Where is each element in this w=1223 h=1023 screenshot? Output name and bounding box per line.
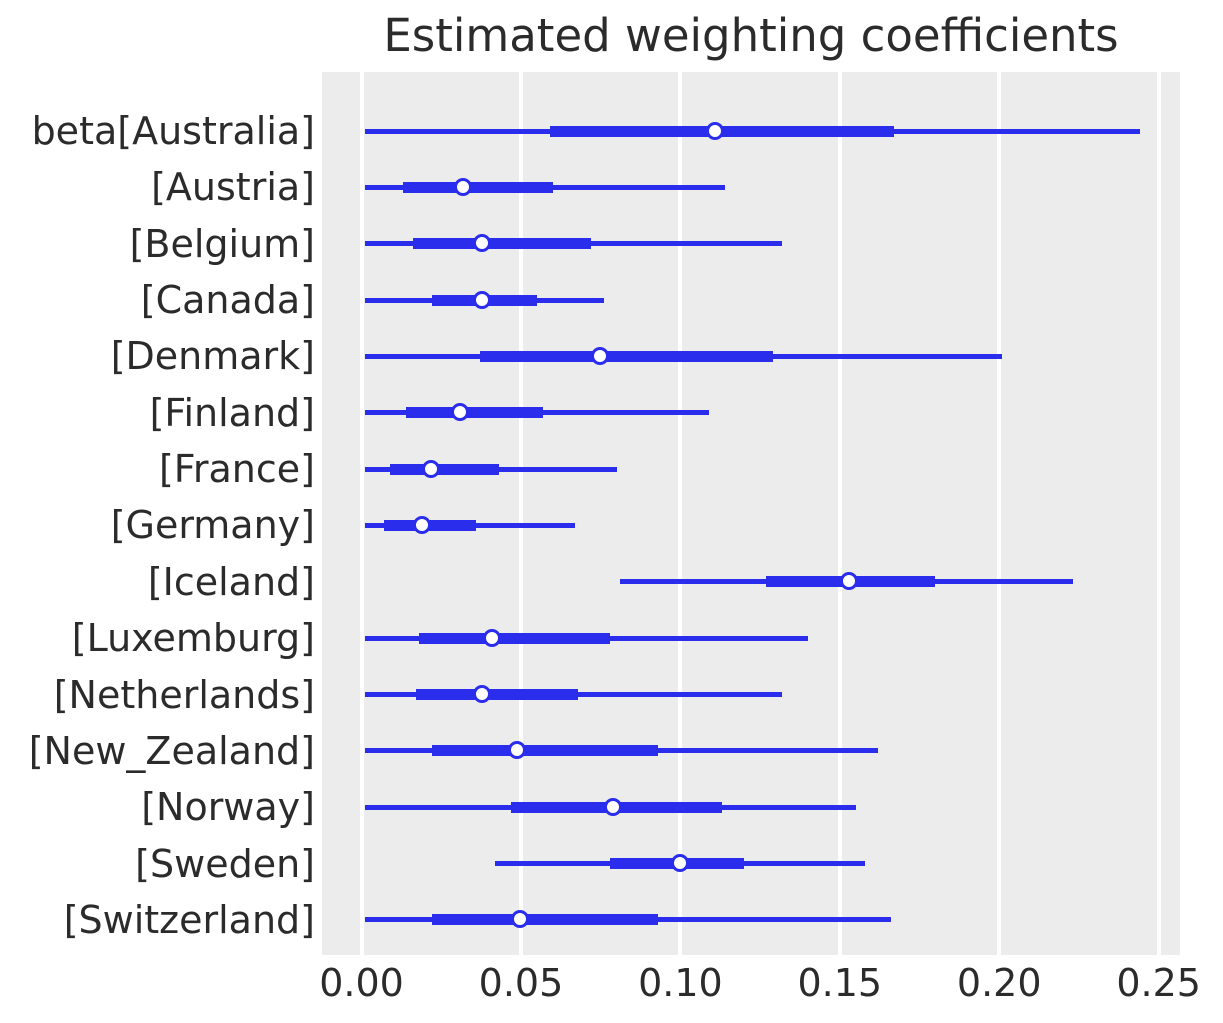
- hdi-interval-line: [418, 632, 611, 644]
- x-tick-label: 0.05: [478, 961, 564, 1005]
- y-tick-label: [Denmark]: [110, 334, 315, 379]
- y-tick-label: [Switzerland]: [63, 897, 315, 942]
- point-estimate-marker: [412, 515, 431, 534]
- hdi-interval-line: [402, 181, 553, 193]
- point-estimate-marker: [670, 854, 689, 873]
- y-tick-label: beta[Australia]: [31, 109, 315, 153]
- y-tick-label: [Netherlands]: [53, 672, 315, 717]
- x-tick-label: 0.15: [797, 961, 883, 1005]
- y-tick-label: [Norway]: [141, 785, 315, 830]
- y-tick-label: [Iceland]: [147, 559, 315, 604]
- point-estimate-marker: [450, 403, 469, 422]
- y-tick-label: [France]: [158, 447, 315, 492]
- y-tick-label: [Finland]: [149, 390, 315, 435]
- gridline: [1156, 72, 1161, 955]
- hdi-interval-line: [431, 745, 659, 757]
- point-estimate-marker: [603, 797, 622, 816]
- point-estimate-marker: [473, 234, 492, 253]
- y-tick-label: [Sweden]: [135, 841, 315, 886]
- point-estimate-marker: [454, 177, 473, 196]
- hdi-interval-line: [479, 350, 773, 362]
- gridline: [518, 72, 523, 955]
- x-tick-label: 0.25: [1116, 961, 1201, 1005]
- hdi-interval-line: [412, 238, 592, 250]
- point-estimate-marker: [705, 121, 724, 140]
- chart-title: Estimated weighting coefficients: [383, 9, 1119, 62]
- hdi-interval-line: [431, 914, 659, 926]
- point-estimate-marker: [422, 459, 441, 478]
- point-estimate-marker: [473, 290, 492, 309]
- gridline: [359, 72, 364, 955]
- x-tick-label: 0.20: [956, 961, 1042, 1005]
- point-estimate-marker: [591, 346, 610, 365]
- y-axis-labels: beta[Australia] [Austria] [Belgium] [Canada…: [0, 72, 315, 955]
- point-estimate-marker: [511, 910, 530, 929]
- point-estimate-marker: [839, 572, 858, 591]
- gridline: [997, 72, 1002, 955]
- x-tick-label: 0.10: [638, 961, 723, 1005]
- x-tick-label: 0.00: [319, 961, 404, 1005]
- hdi-interval-line: [415, 689, 579, 701]
- hdi-interval-line: [406, 407, 544, 419]
- y-tick-label: [New_Zealand]: [28, 728, 315, 773]
- y-tick-label: [Germany]: [110, 503, 315, 548]
- point-estimate-marker: [473, 685, 492, 704]
- y-tick-label: [Austria]: [151, 165, 315, 210]
- plot-panel-background: [322, 72, 1180, 955]
- gridline: [837, 72, 842, 955]
- plot-area: [322, 72, 1180, 955]
- point-estimate-marker: [508, 741, 527, 760]
- hdi-interval-line: [390, 463, 499, 475]
- point-estimate-marker: [482, 628, 501, 647]
- y-tick-label: [Luxemburg]: [71, 616, 315, 661]
- y-tick-label: [Canada]: [140, 278, 315, 323]
- gridline: [678, 72, 683, 955]
- y-tick-label: [Belgium]: [129, 221, 315, 266]
